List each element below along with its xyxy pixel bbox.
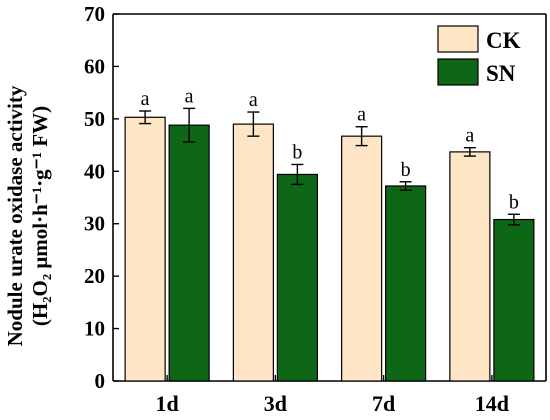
legend-label: CK [486, 28, 521, 53]
significance-label: b [509, 191, 519, 213]
x-tick-label: 3d [264, 391, 287, 416]
bar [341, 135, 383, 382]
significance-label: a [249, 89, 258, 111]
legend: CK SN [437, 25, 521, 86]
significance-label: a [465, 125, 474, 147]
y-tick-label: 40 [84, 159, 105, 183]
x-tick-label: 7d [372, 391, 395, 416]
significance-label: a [185, 85, 194, 107]
bar [493, 218, 535, 382]
y-axis-title-line1: Nodule urate oxidase activity [3, 85, 27, 346]
y-tick-label: 70 [84, 2, 105, 26]
y-axis-title-line2: (H₂O₂ μmol·h⁻¹·g⁻¹ FW) [28, 106, 52, 326]
plot-area: 0 10 20 30 40 50 60 70 1d a a 3d a b 7d a b 14d a b [84, 2, 547, 416]
y-tick-label: 10 [84, 317, 105, 341]
bar [449, 151, 491, 382]
x-tick-label: 14d [475, 391, 509, 416]
bar [232, 123, 274, 382]
x-tick-label: 1d [156, 391, 179, 416]
bar [168, 124, 210, 382]
bar [385, 185, 427, 382]
bar [276, 173, 318, 382]
y-tick-label: 60 [84, 54, 105, 78]
significance-label: a [357, 104, 366, 126]
significance-label: b [292, 141, 302, 163]
legend-swatch [437, 25, 479, 53]
y-tick-label: 50 [84, 107, 105, 131]
y-axis-title: Nodule urate oxidase activity (H₂O₂ μmol… [3, 85, 52, 346]
legend-swatch [437, 58, 479, 86]
bar [124, 116, 166, 382]
y-tick-label: 0 [95, 369, 106, 393]
significance-label: b [401, 159, 411, 181]
legend-label: SN [486, 61, 516, 86]
y-tick-label: 20 [84, 264, 105, 288]
significance-label: a [141, 88, 150, 110]
y-tick-label: 30 [84, 212, 105, 236]
